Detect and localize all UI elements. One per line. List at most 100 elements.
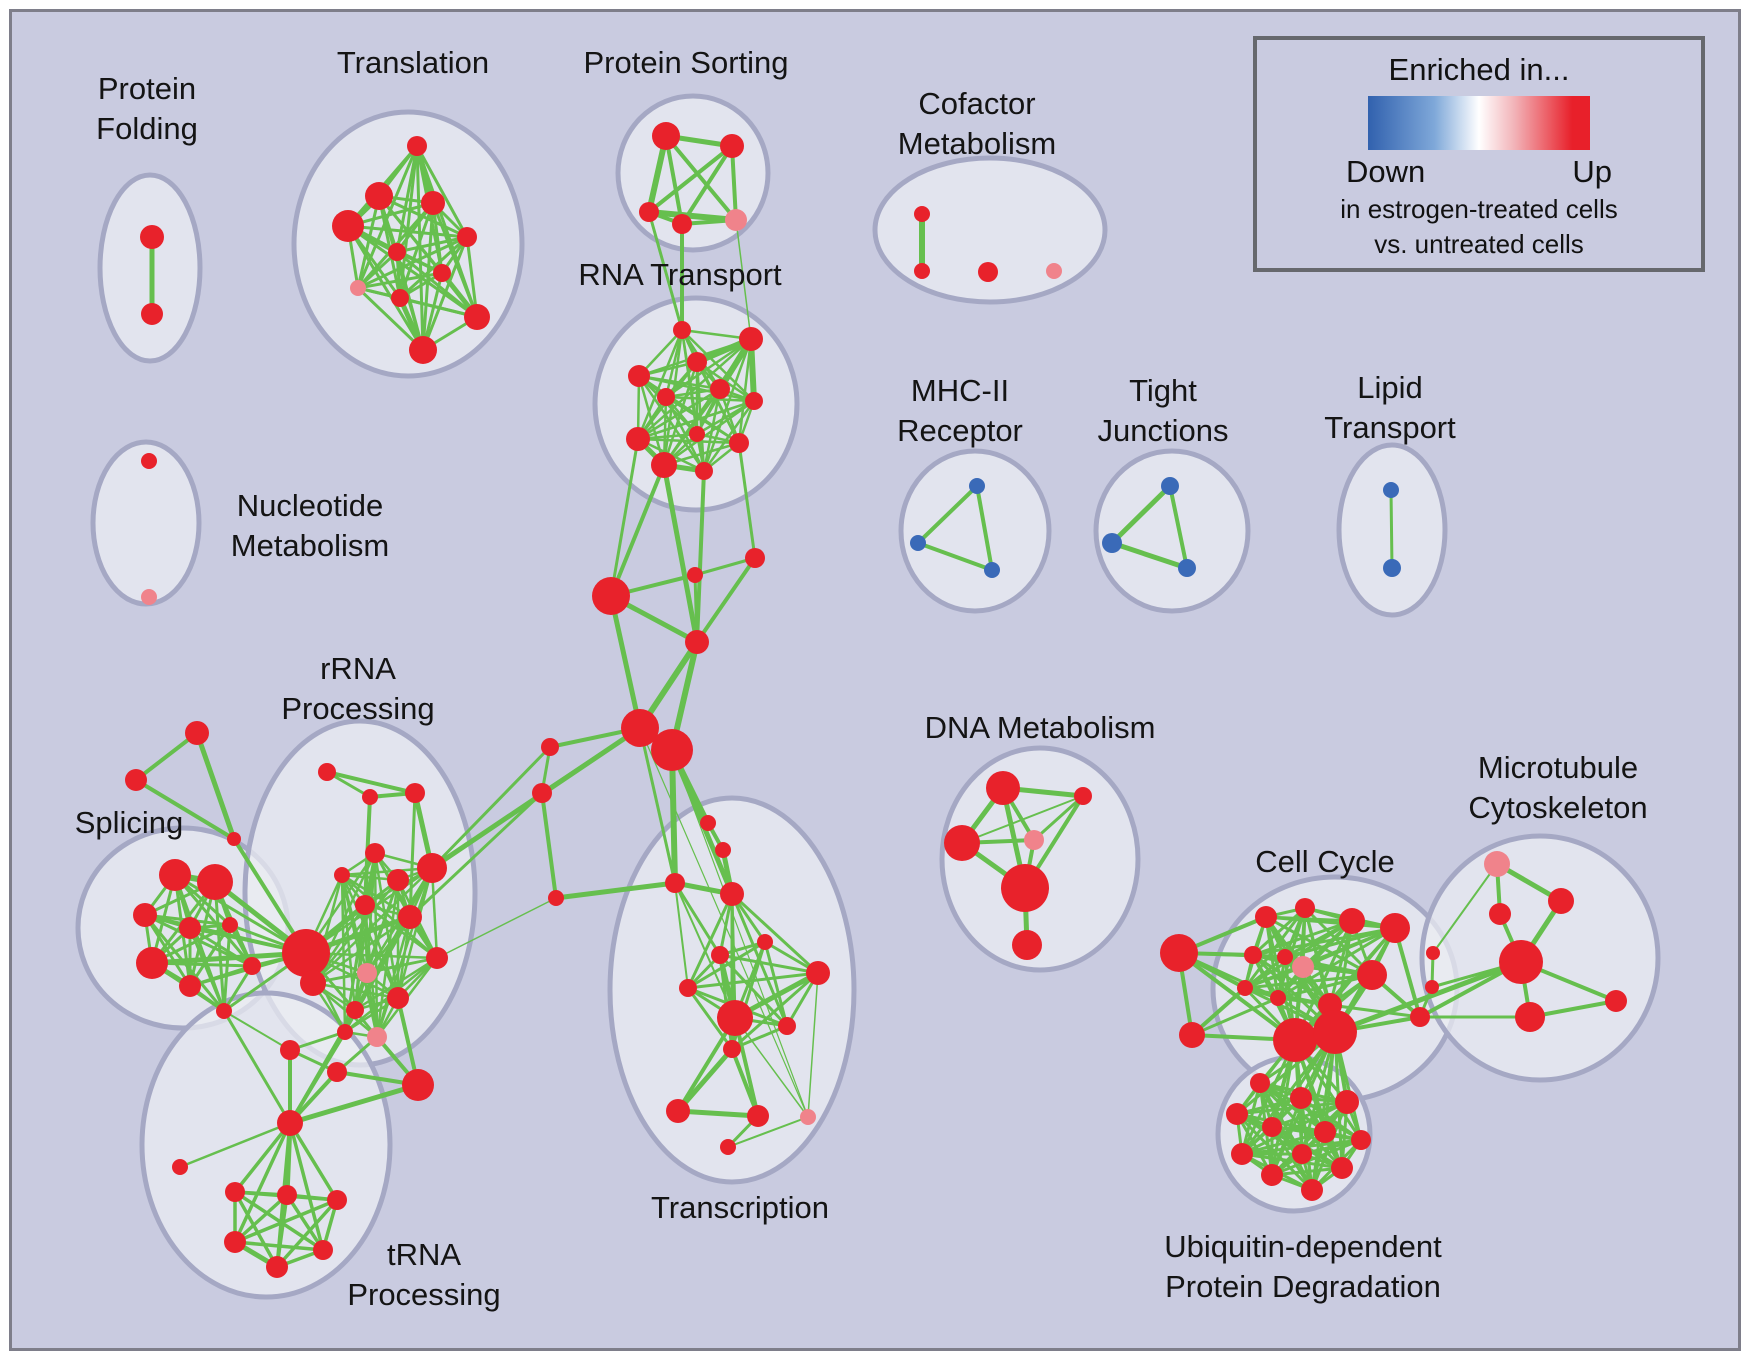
- edge-ccy3-ccy6: [1264, 915, 1397, 930]
- node-mt6: [1605, 990, 1627, 1012]
- node-ccy5: [1339, 908, 1365, 934]
- edge-tx2-tx5: [673, 881, 722, 957]
- legend-title: Enriched in...: [1388, 52, 1570, 87]
- edge-th-tn3: [288, 1121, 339, 1202]
- edge-rt12-cc3: [695, 469, 706, 644]
- edge-t4-t11: [346, 224, 425, 352]
- node-rt4: [628, 365, 650, 387]
- edge-ub11-ccy15: [1270, 1038, 1297, 1177]
- node-rr13: [346, 1001, 364, 1019]
- node-tx6: [806, 961, 830, 985]
- node-tx1: [548, 890, 564, 906]
- edge-rt6-rt10: [664, 395, 741, 445]
- edge-tn3-tn6: [275, 1198, 339, 1269]
- edge-rt7-rt12: [702, 399, 756, 473]
- node-dm2: [1074, 787, 1092, 805]
- edge-t4-t10: [346, 224, 479, 319]
- edge-tn1-tn5: [233, 1190, 325, 1252]
- edge-tx3-tx6: [730, 892, 820, 975]
- node-rt11: [651, 452, 677, 478]
- edge-cc4-tx2: [638, 726, 677, 885]
- edge-rr6-rr11: [340, 873, 439, 960]
- node-ps2: [720, 134, 744, 158]
- node-rt9: [689, 426, 705, 442]
- node-rr6: [334, 867, 350, 883]
- legend-down-label: Down: [1346, 154, 1426, 189]
- edge-ps1-ps4: [664, 134, 684, 226]
- node-tx8: [717, 1000, 753, 1036]
- node-rr8: [355, 895, 375, 915]
- node-rt5: [710, 379, 730, 399]
- edge-t4-t5: [346, 224, 469, 239]
- edge-rr14-bh2: [311, 981, 379, 1039]
- node-mt5: [1515, 1002, 1545, 1032]
- node-sp8: [243, 957, 261, 975]
- node-tx14: [720, 1139, 736, 1155]
- node-ccy11: [1237, 980, 1253, 996]
- cluster-label-trna-processing: tRNA Processing: [347, 1237, 500, 1312]
- edge-ccy10-ccy12: [1276, 973, 1374, 1000]
- legend-box: Enriched in... Down Up in estrogen-treat…: [1253, 36, 1705, 272]
- edge-ccy6-ccy12: [1276, 926, 1397, 1000]
- node-cc10: [745, 548, 765, 568]
- edge-ccy6-ccy7: [1251, 926, 1397, 957]
- edge-tx4-tx9: [763, 940, 789, 1028]
- node-tx11: [666, 1099, 690, 1123]
- node-cf1: [914, 206, 930, 222]
- edge-dm2-dm3: [961, 795, 1084, 844]
- node-nm1: [141, 453, 157, 469]
- node-pf2: [141, 303, 163, 325]
- node-tn3: [327, 1190, 347, 1210]
- edge-mh2-mh3: [916, 541, 994, 572]
- node-cc2: [687, 567, 703, 583]
- legend-up-label: Up: [1572, 154, 1612, 189]
- node-dm4: [1024, 830, 1044, 850]
- edge-tx6-tx10: [730, 971, 820, 1051]
- node-ub11: [1261, 1164, 1283, 1186]
- node-t6: [388, 243, 406, 261]
- edge-ccy13-ccy14: [1328, 1003, 1422, 1019]
- node-tj2: [1102, 533, 1122, 553]
- edge-rr9-rr14: [375, 915, 412, 1039]
- edge-tn2-tn4: [233, 1193, 289, 1244]
- node-rr4: [417, 853, 447, 883]
- edge-cc6-rr4: [430, 745, 552, 870]
- edge-ccy8-ccy11: [1243, 955, 1287, 990]
- edge-rt11-cc3: [661, 462, 700, 645]
- cluster-ellipse-mhc-ii-receptor: [898, 448, 1052, 614]
- node-cc6: [541, 738, 559, 756]
- edge-tx8-tx11: [676, 1016, 737, 1113]
- node-sp9: [216, 1003, 232, 1019]
- node-rr9: [398, 905, 422, 929]
- cluster-ellipse-protein-sorting: [615, 93, 771, 253]
- edge-st2-st3: [134, 778, 236, 841]
- edge-lt1-lt2: [1389, 488, 1394, 570]
- edge-ps2-ps3: [647, 144, 734, 214]
- edge-tx4-tx7: [686, 940, 767, 990]
- node-tn2: [277, 1185, 297, 1205]
- node-t11: [409, 336, 437, 364]
- node-sp3: [133, 903, 157, 927]
- node-cc7: [532, 783, 552, 803]
- edge-sp5-sp9: [222, 923, 232, 1013]
- node-ccy4: [1295, 898, 1315, 918]
- edge-ub12-ccy15: [1293, 1038, 1314, 1192]
- node-tn5: [313, 1240, 333, 1260]
- node-sp7: [179, 975, 201, 997]
- node-ccy7: [1244, 946, 1262, 964]
- node-mt3: [1489, 903, 1511, 925]
- edge-ps3-ps5: [646, 209, 739, 223]
- node-tn0: [172, 1159, 188, 1175]
- node-ccy18: [1426, 946, 1440, 960]
- node-rr3: [362, 789, 378, 805]
- edge-ub6-ub8: [1240, 1130, 1327, 1156]
- edge-rr4-rr12: [396, 866, 434, 1000]
- legend-gradient-bar: [1368, 96, 1590, 150]
- cluster-label-translation: Translation: [337, 45, 489, 80]
- cluster-label-protein-sorting: Protein Sorting: [583, 45, 788, 80]
- node-rr7: [387, 869, 409, 891]
- edge-ps3-rt1: [647, 210, 684, 332]
- node-ccy2: [1179, 1022, 1205, 1048]
- node-ps5: [725, 209, 747, 231]
- edge-ps2-ps4: [680, 144, 734, 226]
